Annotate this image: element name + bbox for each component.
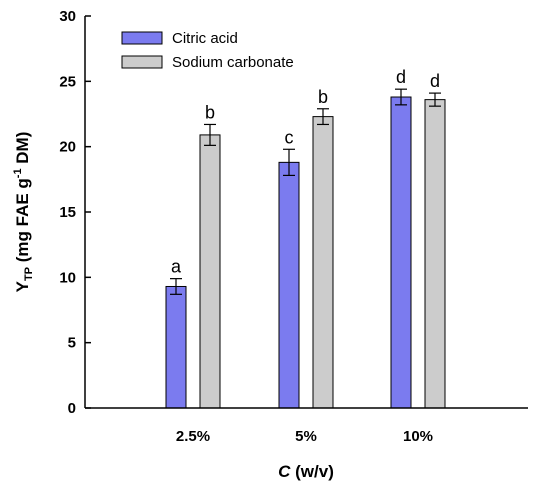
y-title-superscript: -1 <box>12 168 24 178</box>
bar <box>312 116 334 409</box>
bar <box>278 161 300 409</box>
bar <box>390 96 412 409</box>
bar <box>424 99 446 409</box>
legend-swatch-citric-acid <box>121 31 163 45</box>
y-axis-ticks: 0 5 10 15 20 25 30 <box>59 8 91 417</box>
significance-label: d <box>396 67 406 87</box>
x-title-italic: C <box>278 462 291 481</box>
y-tick-label: 15 <box>59 204 76 221</box>
y-tick-label: 30 <box>59 8 76 25</box>
x-tick-label: 5% <box>295 428 317 445</box>
y-title-mid: (mg FAE g <box>13 178 32 267</box>
y-title-tail: DM) <box>13 132 32 169</box>
significance-label: b <box>205 102 215 122</box>
x-title-rest: (w/v) <box>290 462 333 481</box>
y-tick-label: 20 <box>59 139 76 156</box>
y-tick-label: 10 <box>59 269 76 286</box>
x-tick-label: 10% <box>403 428 433 445</box>
y-title-main: Y <box>13 280 32 292</box>
bar <box>199 134 221 409</box>
legend-label-sodium-carbonate: Sodium carbonate <box>172 54 294 71</box>
significance-label: c <box>285 127 294 147</box>
legend-swatch-sodium-carbonate <box>121 55 163 69</box>
y-axis-title: YTP (mg FAE g-1 DM) <box>12 132 35 293</box>
bar <box>165 285 187 409</box>
x-axis-tick-labels: 2.5% 5% 10% <box>176 428 433 445</box>
significance-label: a <box>171 257 182 277</box>
x-axis-title: C (w/v) <box>278 462 334 481</box>
significance-label: b <box>318 87 328 107</box>
x-tick-label: 2.5% <box>176 428 210 445</box>
y-title-subscript: TP <box>23 267 35 281</box>
y-tick-label: 0 <box>68 400 76 417</box>
legend-label-citric-acid: Citric acid <box>172 30 238 47</box>
legend: Citric acid Sodium carbonate <box>121 30 294 71</box>
significance-label: d <box>430 71 440 91</box>
bars-layer: a c d b b d <box>165 67 446 409</box>
y-tick-label: 25 <box>59 73 76 90</box>
y-tick-label: 5 <box>68 335 76 352</box>
